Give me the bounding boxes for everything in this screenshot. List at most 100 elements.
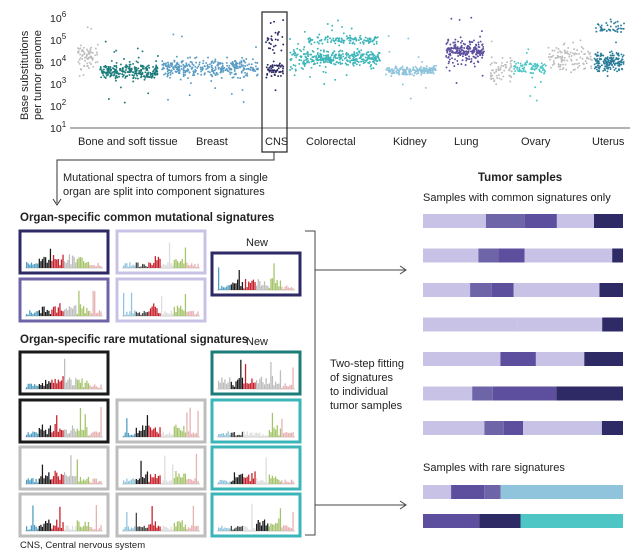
scatter-point [292, 53, 295, 55]
scatter-point [324, 66, 327, 68]
spectrum-bar [49, 523, 52, 531]
scatter-point [352, 38, 355, 41]
spectrum-bar [167, 528, 169, 531]
spectrum-bar [37, 433, 39, 437]
spectrum-bar [257, 481, 259, 484]
spectrum-bar [167, 262, 169, 268]
spectrum-bar [186, 412, 188, 437]
spectrum-bar [154, 306, 156, 316]
spectrum-bar [227, 431, 229, 437]
scatter-point [303, 30, 306, 33]
scatter-point [475, 44, 478, 47]
scatter-point [562, 59, 565, 62]
scatter-point [611, 63, 614, 66]
spectrum-bar [218, 380, 220, 389]
scatter-point [115, 49, 118, 52]
spectrum-bar [227, 382, 229, 389]
spectrum-bar [180, 522, 182, 531]
scatter-point [432, 72, 435, 75]
spectrum-bar [95, 386, 97, 389]
scatter-point [490, 56, 493, 59]
scatter-point [293, 50, 296, 53]
scatter-point [344, 62, 347, 65]
spectrum-bar [45, 379, 47, 389]
scatter-point [362, 62, 365, 65]
spectrum-bar [251, 280, 253, 290]
spectrum-bar [219, 434, 221, 437]
spectrum-bar [76, 459, 78, 484]
spectrum-bar [191, 433, 193, 437]
spectrum-bar [230, 381, 232, 389]
scatter-point [609, 66, 612, 69]
spectrum-bar [33, 312, 36, 316]
scatter-point [409, 72, 412, 75]
spectrum-bar [81, 257, 83, 268]
spectrum-bar [197, 311, 199, 316]
spectrum-bar [164, 526, 166, 531]
scatter-point [357, 39, 360, 42]
scatter-point [621, 58, 624, 61]
scatter-point [603, 58, 606, 61]
spectrum-bar [65, 308, 67, 316]
scatter-point [568, 55, 571, 58]
scatter-point [481, 44, 484, 46]
spectrum-bar [225, 286, 228, 290]
scatter-point [156, 72, 159, 75]
scatter-point [91, 59, 94, 61]
scatter-point [79, 47, 82, 50]
spectrum-bar [176, 260, 179, 268]
scatter-point [355, 38, 358, 41]
spectrum-bar [71, 525, 74, 531]
scatter-point [271, 64, 274, 67]
scatter-point [620, 67, 623, 70]
spectrum-bar [270, 523, 272, 531]
scatter-point [475, 50, 478, 53]
scatter-point [128, 74, 131, 76]
scatter-point [185, 62, 188, 65]
spectrum-bar [235, 435, 237, 437]
scatter-point [113, 64, 116, 67]
scatter-point [268, 42, 271, 44]
scatter-point [102, 68, 105, 71]
scatter-point [150, 75, 153, 78]
scatter-point [596, 57, 599, 60]
scatter-point [208, 71, 211, 74]
scatter-point [401, 73, 404, 76]
scatter-point [565, 52, 568, 54]
spectrum-bar [94, 529, 96, 531]
scatter-point [312, 60, 315, 63]
spectrum-bar [29, 434, 31, 437]
scatter-point [352, 64, 355, 67]
scatter-point [415, 72, 418, 75]
spectrum-bar [142, 425, 144, 437]
scatter-point [351, 37, 353, 40]
spectrum-bar [224, 287, 226, 290]
spectrum-bar [57, 527, 59, 531]
spectrum-bar [127, 314, 130, 316]
spectrum-bar [243, 383, 245, 389]
scatter-point [495, 70, 498, 73]
scatter-point [570, 58, 573, 61]
scatter-point [620, 24, 622, 27]
spectrum-bar [262, 382, 264, 389]
spectrum-bar [87, 476, 90, 484]
spectrum-bar [38, 258, 40, 268]
scatter-point [235, 67, 238, 70]
scatter-point [241, 56, 244, 59]
spectrum-bar [124, 527, 126, 531]
scatter-point [492, 77, 495, 80]
spectrum-bar [233, 528, 236, 531]
spectrum-bar [130, 479, 133, 484]
scatter-point [323, 50, 325, 53]
spectrum-bar [59, 479, 61, 484]
new-label-common: New [246, 237, 268, 249]
scatter-point [358, 51, 361, 54]
spectrum-bar [138, 430, 141, 437]
spectrum-bar [164, 311, 166, 316]
scatter-point [310, 53, 313, 56]
scatter-point [366, 58, 369, 61]
scatter-point [339, 63, 342, 65]
spectrum-bar [219, 382, 221, 389]
spectrum-bar [153, 262, 155, 268]
spectrum-bar [192, 432, 194, 437]
